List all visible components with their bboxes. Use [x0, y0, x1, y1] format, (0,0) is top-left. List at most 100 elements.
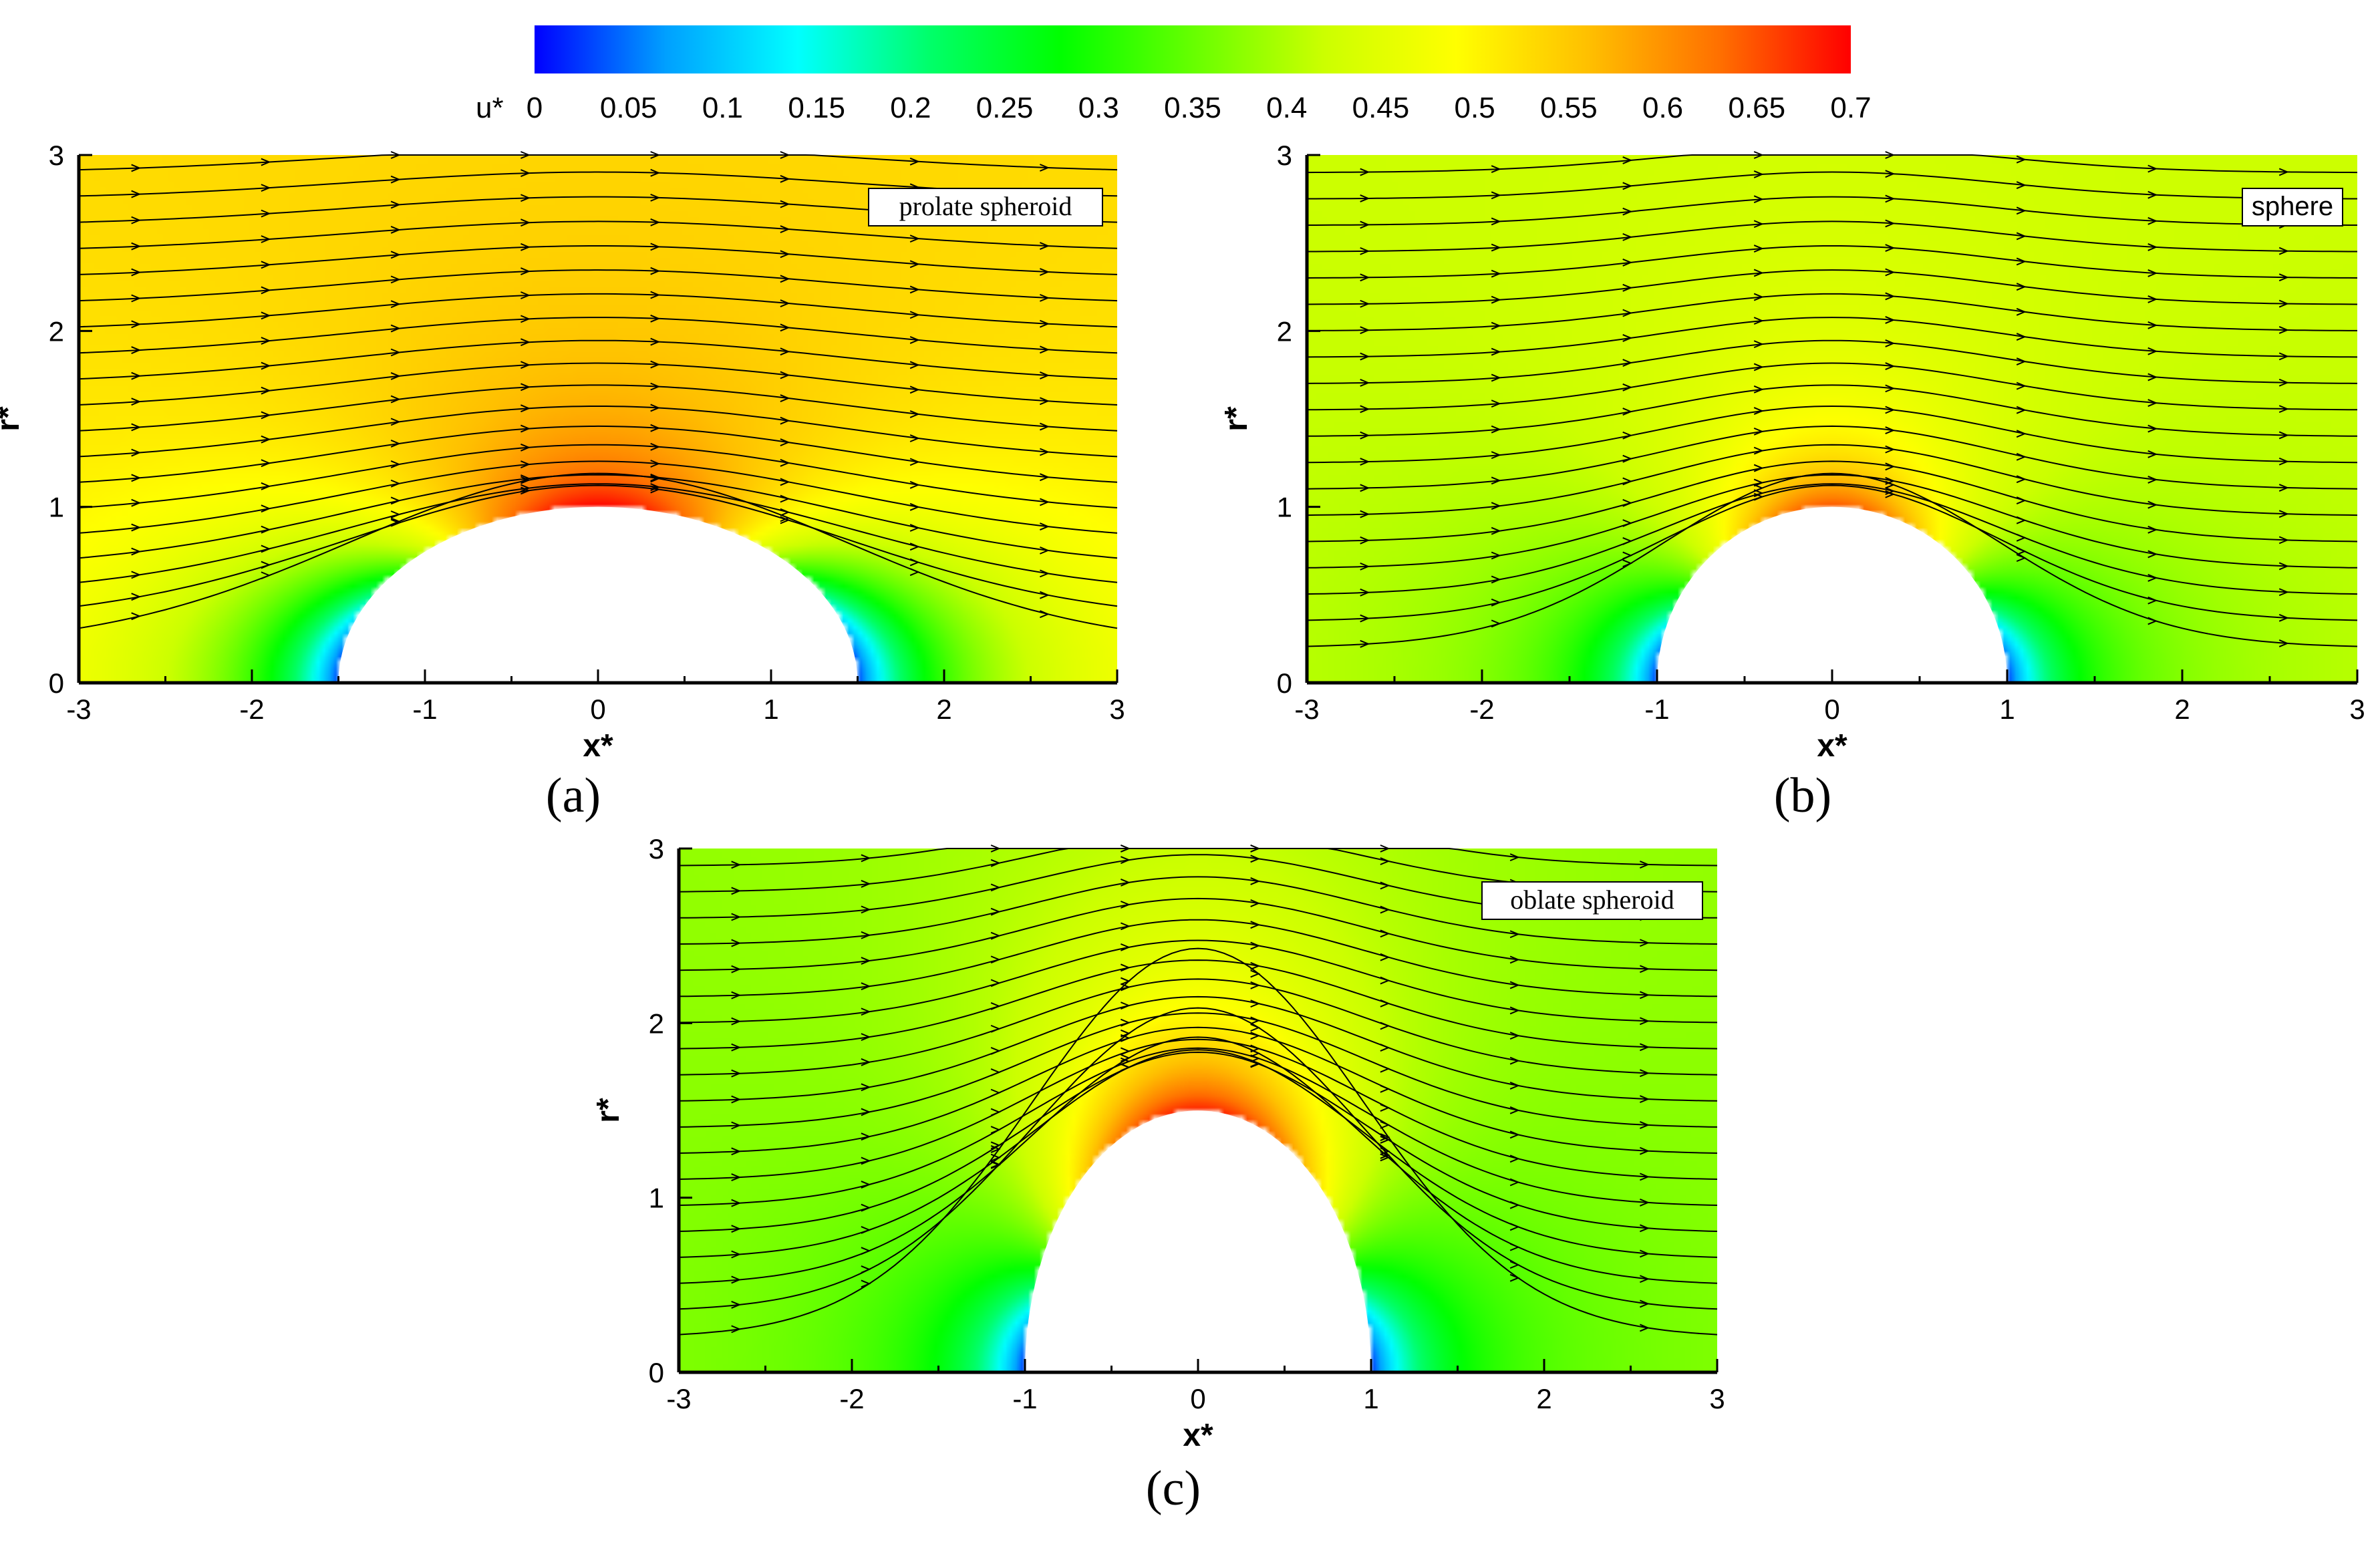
- streamline-arrow: [731, 1017, 742, 1026]
- streamline: [78, 362, 1118, 406]
- streamline-arrow: [1640, 1275, 1650, 1283]
- streamline-arrow: [780, 347, 790, 356]
- streamline-arrow: [2147, 574, 2158, 582]
- streamline-arrow: [909, 285, 920, 294]
- streamline-arrow: [1121, 963, 1131, 972]
- streamline: [1306, 460, 2358, 543]
- streamline-arrow: [1640, 1017, 1650, 1026]
- streamline-arrow: [1753, 446, 1764, 455]
- x-tick-label: 1: [1363, 1383, 1378, 1414]
- streamline-arrow: [1360, 431, 1370, 440]
- streamline-arrow: [1509, 1154, 1520, 1163]
- streamline-arrow: [1509, 1056, 1520, 1065]
- streamline-arrow: [1885, 316, 1896, 324]
- y-tick-label: 3: [649, 833, 664, 865]
- streamline: [78, 425, 1118, 483]
- streamline-arrow: [1491, 551, 1501, 560]
- streamline: [678, 848, 1718, 867]
- streamline: [1306, 269, 2358, 305]
- streamline-arrow: [990, 1088, 1001, 1097]
- streamline-arrow: [1380, 1104, 1390, 1112]
- streamline-arrow: [1380, 1133, 1390, 1141]
- colorbar-tick-label: 0.25: [976, 92, 1034, 124]
- streamline-arrow: [1885, 151, 1896, 159]
- streamline-arrow: [1040, 397, 1050, 406]
- y-tick-label: 3: [1277, 140, 1292, 171]
- streamline: [1306, 339, 2358, 384]
- streamline-arrow: [1491, 400, 1501, 408]
- streamline-arrow: [1885, 362, 1896, 371]
- streamline-arrow: [1640, 1299, 1650, 1308]
- streamline-arrow: [1360, 458, 1370, 466]
- streamline-arrow: [731, 1275, 742, 1284]
- streamline-arrow: [909, 434, 920, 442]
- streamline-arrow: [2278, 431, 2289, 440]
- streamline-arrow: [1885, 490, 1896, 498]
- streamline-arrow: [1121, 943, 1131, 951]
- streamline-arrow: [650, 382, 661, 391]
- streamline-arrow: [131, 612, 142, 621]
- streamline: [1306, 405, 2358, 464]
- streamline-arrow: [1040, 345, 1050, 354]
- streamline-arrow: [1250, 1060, 1261, 1068]
- colorbar-tick-label: 0.6: [1642, 92, 1683, 124]
- streamline: [678, 897, 1718, 971]
- streamline-arrow: [1622, 383, 1633, 392]
- streamline-arrow: [1509, 1032, 1520, 1040]
- streamline-arrow: [1360, 194, 1370, 202]
- x-tick-label: 0: [1824, 693, 1839, 725]
- streamline-arrow: [2278, 457, 2289, 466]
- streamline-arrow: [2147, 190, 2158, 199]
- streamline: [78, 339, 1118, 380]
- streamline-arrow: [2147, 525, 2158, 534]
- streamline-arrow: [1491, 502, 1501, 510]
- streamline-arrow: [1380, 844, 1390, 853]
- panel-label: (b): [1774, 768, 1831, 823]
- streamline-arrow: [1360, 562, 1370, 571]
- colorbar-tick-label: 0.45: [1352, 92, 1410, 124]
- streamline-arrow: [861, 879, 871, 888]
- streamline-arrow: [390, 175, 401, 184]
- streamline-arrow: [990, 1002, 1001, 1010]
- streamline-arrow: [650, 442, 661, 451]
- streamline-arrow: [909, 386, 920, 394]
- streamline-arrow: [1640, 1224, 1650, 1233]
- body-shape: [1025, 1110, 1371, 1372]
- colorbar-tick-label: 0.05: [600, 92, 657, 124]
- streamline-arrow: [1885, 487, 1896, 495]
- streamline-arrow: [2278, 168, 2289, 176]
- streamline-arrow: [861, 1247, 871, 1255]
- colorbar-tick-labels: 0 0.05 0.1 0.15 0.2 0.25 0.3 0.35 0.4 0.45 0.5 0.55…: [527, 92, 1872, 124]
- streamline-arrow: [1121, 856, 1131, 865]
- streamline-arrow: [2278, 613, 2289, 622]
- streamline-arrow: [2016, 547, 2027, 556]
- streamline-arrow: [1040, 498, 1050, 506]
- streamline-arrow: [390, 496, 401, 505]
- streamline-arrow: [650, 291, 661, 299]
- streamline-arrow: [861, 1083, 871, 1092]
- streamline: [1306, 483, 2358, 595]
- streamline-arrow: [1250, 1044, 1261, 1053]
- streamline: [678, 978, 1718, 1076]
- colorbar-tick-label: 0.1: [702, 92, 743, 124]
- streamline-arrow: [650, 460, 661, 468]
- streamline-arrow: [1121, 983, 1131, 991]
- streamline-arrow: [520, 243, 531, 251]
- streamline-arrow: [1121, 844, 1131, 853]
- streamline-arrow: [1250, 844, 1261, 853]
- x-tick-label: -1: [1012, 1383, 1037, 1414]
- streamline-arrow: [650, 168, 661, 177]
- streamline-arrow: [520, 338, 531, 347]
- streamline-arrow: [731, 1095, 742, 1104]
- streamline-arrow: [909, 361, 920, 369]
- streamline-arrow: [731, 887, 742, 895]
- streamline-arrow: [731, 1043, 742, 1052]
- streamline-arrow: [1491, 295, 1501, 304]
- streamline-arrow: [1250, 855, 1261, 863]
- streamline-arrow: [1622, 454, 1633, 463]
- streamline-arrow: [2147, 450, 2158, 458]
- streamline-arrow: [1753, 464, 1764, 472]
- streamline-arrow: [780, 508, 790, 516]
- streamline-arrow: [2278, 326, 2289, 334]
- streamline-arrow: [520, 315, 531, 323]
